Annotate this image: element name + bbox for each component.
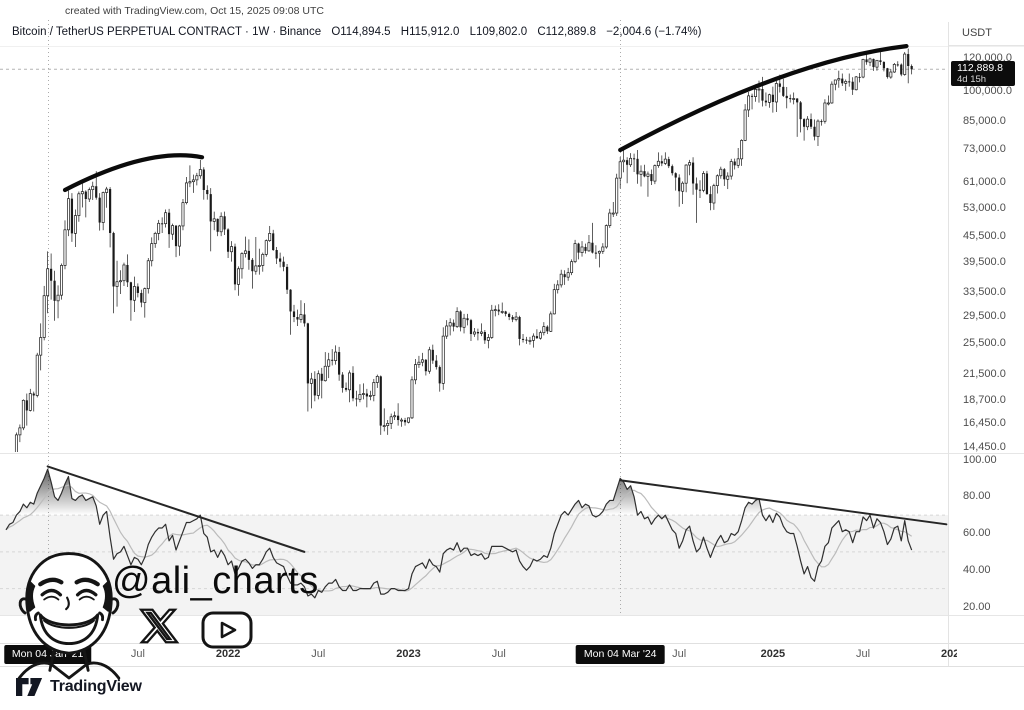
price-tick-label: 25,500.0 [963, 336, 1006, 349]
ali-charts-handle: @ali_charts [112, 560, 319, 602]
symbol-header: Bitcoin / TetherUS PERPETUAL CONTRACT · … [12, 26, 708, 38]
price-tick-label: 39,500.0 [963, 256, 1006, 269]
time-axis-label: 2025 [760, 648, 786, 660]
tradingview-logo-icon [16, 678, 43, 696]
ohlc-close: C112,889.8 [537, 26, 596, 38]
time-axis-label: Jul [311, 648, 326, 660]
ohlc-open: O114,894.5 [331, 26, 391, 38]
ohlc-low: L109,802.0 [469, 26, 528, 38]
price-tick-label: 33,500.0 [963, 286, 1006, 299]
tradingview-brand-link[interactable]: TradingView [16, 676, 142, 698]
time-axis-label: 2022 [215, 648, 241, 660]
rsi-tick-label: 100.00 [963, 453, 997, 466]
price-tick-label: 45,500.0 [963, 230, 1006, 243]
price-tick-label: 14,450.0 [963, 441, 1006, 454]
tradingview-brand-text: TradingView [50, 678, 142, 695]
time-axis-label: Jul [130, 648, 145, 660]
time-axis-label: Jul [672, 648, 687, 660]
price-axis[interactable]: 120,000.0 100,000.0 85,000.0 73,000.0 61,000… [948, 22, 1024, 666]
time-axis-label: 2026 [941, 648, 957, 660]
ohlc-change: −2,004.6 (−1.74%) [606, 26, 702, 38]
watermark: @ali_charts [0, 540, 320, 680]
time-axis-label: Jul [491, 648, 506, 660]
created-with-line: created with TradingView.com, Oct 15, 20… [65, 5, 324, 17]
ali-avatar-illustration [17, 552, 121, 680]
price-tick-label: 61,000.0 [963, 176, 1006, 189]
time-axis-date-badge: Mon 04 Mar '24 [575, 645, 665, 664]
rsi-tick-label: 60.00 [963, 527, 991, 539]
currency-label: USDT [962, 27, 992, 39]
time-axis-label: 2023 [396, 648, 421, 660]
youtube-logo-icon [201, 611, 253, 649]
price-tick-label: 100,000.0 [963, 85, 1012, 98]
price-tick-label: 29,500.0 [963, 309, 1006, 322]
price-tick-label: 85,000.0 [963, 114, 1006, 127]
symbol-title: Bitcoin / TetherUS PERPETUAL CONTRACT · … [12, 26, 322, 38]
rsi-tick-label: 80.00 [963, 490, 991, 503]
ohlc-high: H115,912.0 [400, 26, 460, 38]
price-tick-label: 73,000.0 [963, 143, 1006, 156]
bar-countdown: 4d 15h [957, 74, 987, 85]
price-tick-label: 53,000.0 [963, 201, 1006, 214]
rsi-tick-label: 40.00 [963, 563, 991, 576]
price-tick-label: 16,450.0 [963, 417, 1006, 430]
last-price-badge: 112,889.8 4d 15h [951, 61, 1015, 86]
rsi-tick-label: 20.00 [963, 600, 991, 613]
price-tick-label: 18,700.0 [963, 393, 1006, 406]
price-tick-label: 120,000.0 [963, 51, 1012, 64]
footer: TradingView [0, 667, 1024, 710]
price-tick-label: 21,500.0 [963, 368, 1006, 381]
price-axis-currency-cell: USDT [948, 22, 1024, 46]
last-price-value: 112,889.8 [957, 62, 1003, 74]
x-logo-icon [138, 608, 180, 644]
time-axis-label: Jul [856, 648, 871, 660]
